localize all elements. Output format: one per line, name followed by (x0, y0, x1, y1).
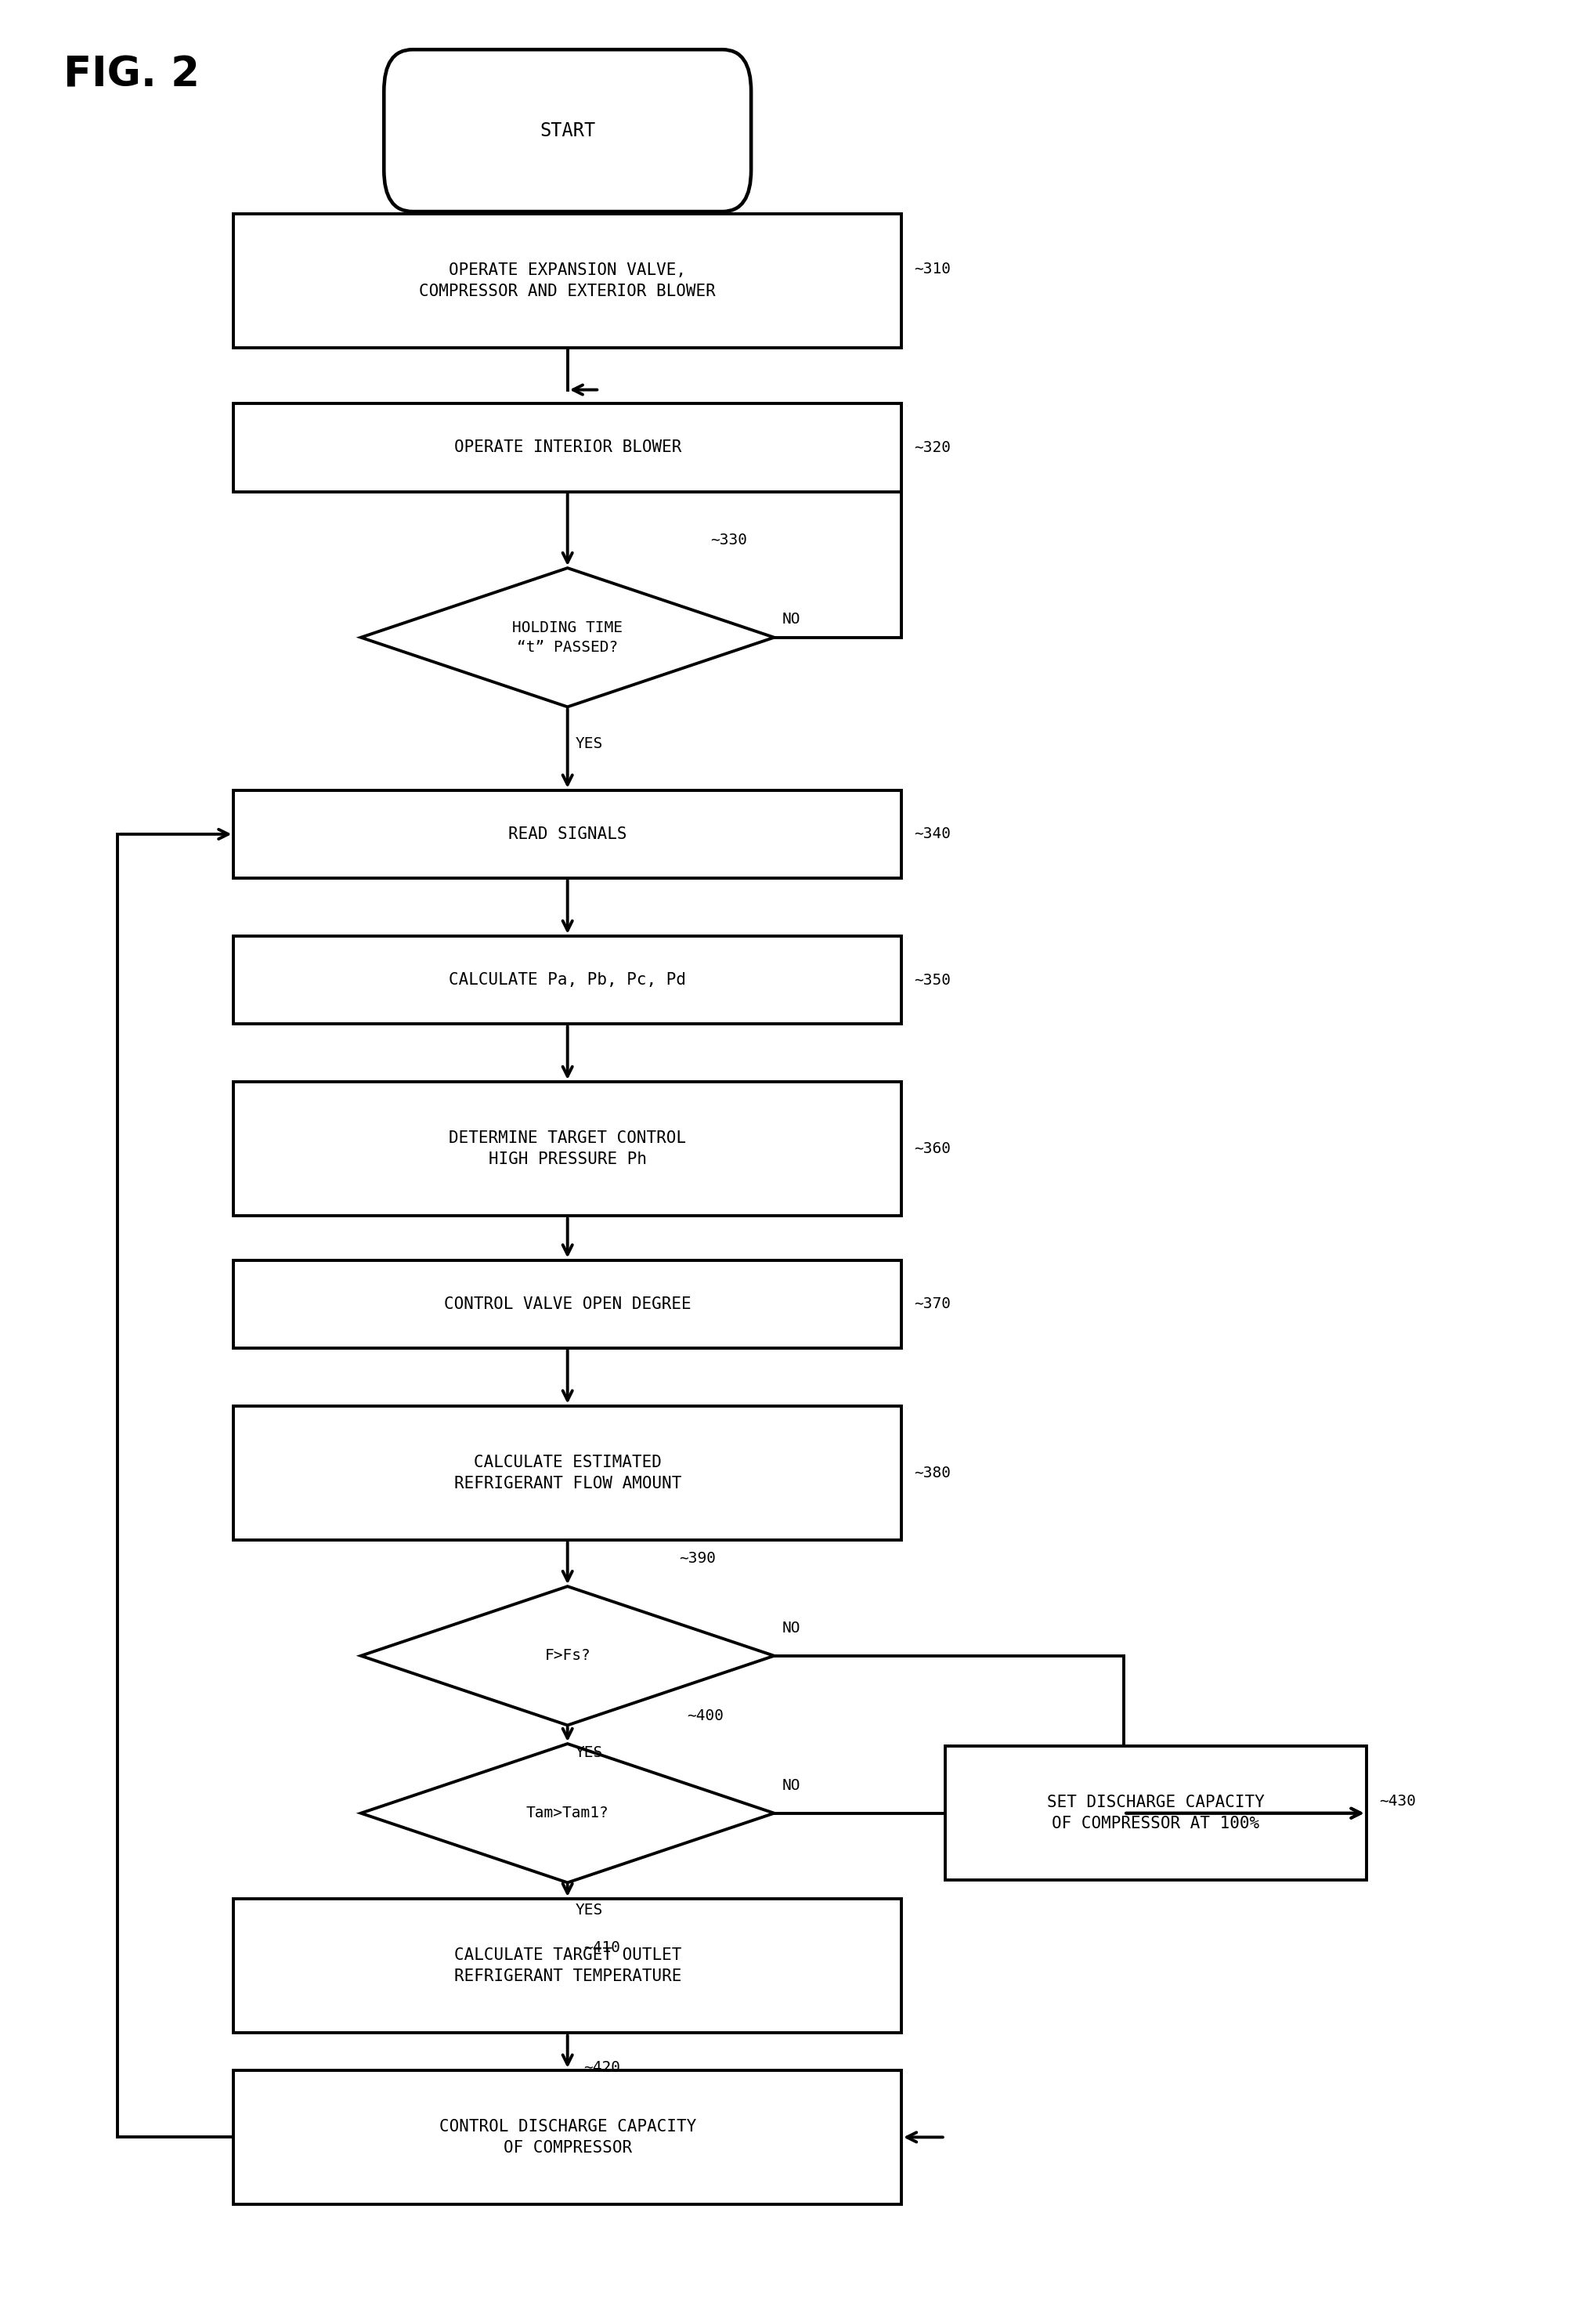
Text: START: START (539, 121, 595, 139)
Bar (233, 404, 902, 492)
Bar (233, 2070, 902, 2205)
Text: ∼430: ∼430 (1379, 1794, 1416, 1808)
Bar (233, 1082, 902, 1216)
Text: ∼330: ∼330 (710, 534, 747, 548)
Text: YES: YES (576, 1903, 603, 1917)
Bar (233, 1407, 902, 1541)
Text: CALCULATE Pa, Pb, Pc, Pd: CALCULATE Pa, Pb, Pc, Pd (448, 972, 686, 989)
Bar (233, 214, 902, 348)
Bar (945, 1745, 1366, 1880)
Text: NO: NO (782, 1620, 801, 1636)
Text: FIG. 2: FIG. 2 (64, 53, 200, 95)
Bar (233, 1899, 902, 2033)
Bar (233, 1260, 902, 1349)
Polygon shape (361, 569, 774, 708)
FancyBboxPatch shape (385, 49, 752, 211)
Text: ∼310: ∼310 (915, 262, 951, 276)
Text: ∼400: ∼400 (686, 1708, 723, 1725)
Text: ∼350: ∼350 (915, 972, 951, 986)
Polygon shape (361, 1585, 774, 1725)
Text: SET DISCHARGE CAPACITY
OF COMPRESSOR AT 100%: SET DISCHARGE CAPACITY OF COMPRESSOR AT … (1047, 1794, 1264, 1831)
Text: ∼340: ∼340 (915, 826, 951, 843)
Polygon shape (361, 1743, 774, 1882)
Text: CALCULATE TARGET OUTLET
REFRIGERANT TEMPERATURE: CALCULATE TARGET OUTLET REFRIGERANT TEMP… (453, 1947, 681, 1984)
Text: NO: NO (782, 610, 801, 627)
Bar (233, 935, 902, 1024)
Text: ∼360: ∼360 (915, 1142, 951, 1156)
Text: YES: YES (576, 736, 603, 752)
Text: ∼380: ∼380 (915, 1465, 951, 1481)
Bar (233, 789, 902, 877)
Text: NO: NO (782, 1778, 801, 1792)
Text: F>Fs?: F>Fs? (544, 1648, 591, 1664)
Text: READ SIGNALS: READ SIGNALS (508, 826, 627, 843)
Text: CALCULATE ESTIMATED
REFRIGERANT FLOW AMOUNT: CALCULATE ESTIMATED REFRIGERANT FLOW AMO… (453, 1455, 681, 1492)
Text: YES: YES (576, 1745, 603, 1759)
Text: ∼320: ∼320 (915, 441, 951, 455)
Text: CONTROL DISCHARGE CAPACITY
OF COMPRESSOR: CONTROL DISCHARGE CAPACITY OF COMPRESSOR (439, 2119, 696, 2156)
Text: ∼410: ∼410 (584, 1940, 621, 1954)
Text: OPERATE INTERIOR BLOWER: OPERATE INTERIOR BLOWER (453, 439, 681, 455)
Text: ∼390: ∼390 (678, 1550, 715, 1567)
Text: HOLDING TIME
“t” PASSED?: HOLDING TIME “t” PASSED? (512, 620, 622, 655)
Text: Tam>Tam1?: Tam>Tam1? (527, 1806, 610, 1820)
Text: OPERATE EXPANSION VALVE,
COMPRESSOR AND EXTERIOR BLOWER: OPERATE EXPANSION VALVE, COMPRESSOR AND … (420, 262, 717, 299)
Text: CONTROL VALVE OPEN DEGREE: CONTROL VALVE OPEN DEGREE (444, 1295, 691, 1311)
Text: ∼370: ∼370 (915, 1297, 951, 1311)
Text: ∼420: ∼420 (584, 2061, 621, 2075)
Text: DETERMINE TARGET CONTROL
HIGH PRESSURE Ph: DETERMINE TARGET CONTROL HIGH PRESSURE P… (448, 1130, 686, 1167)
